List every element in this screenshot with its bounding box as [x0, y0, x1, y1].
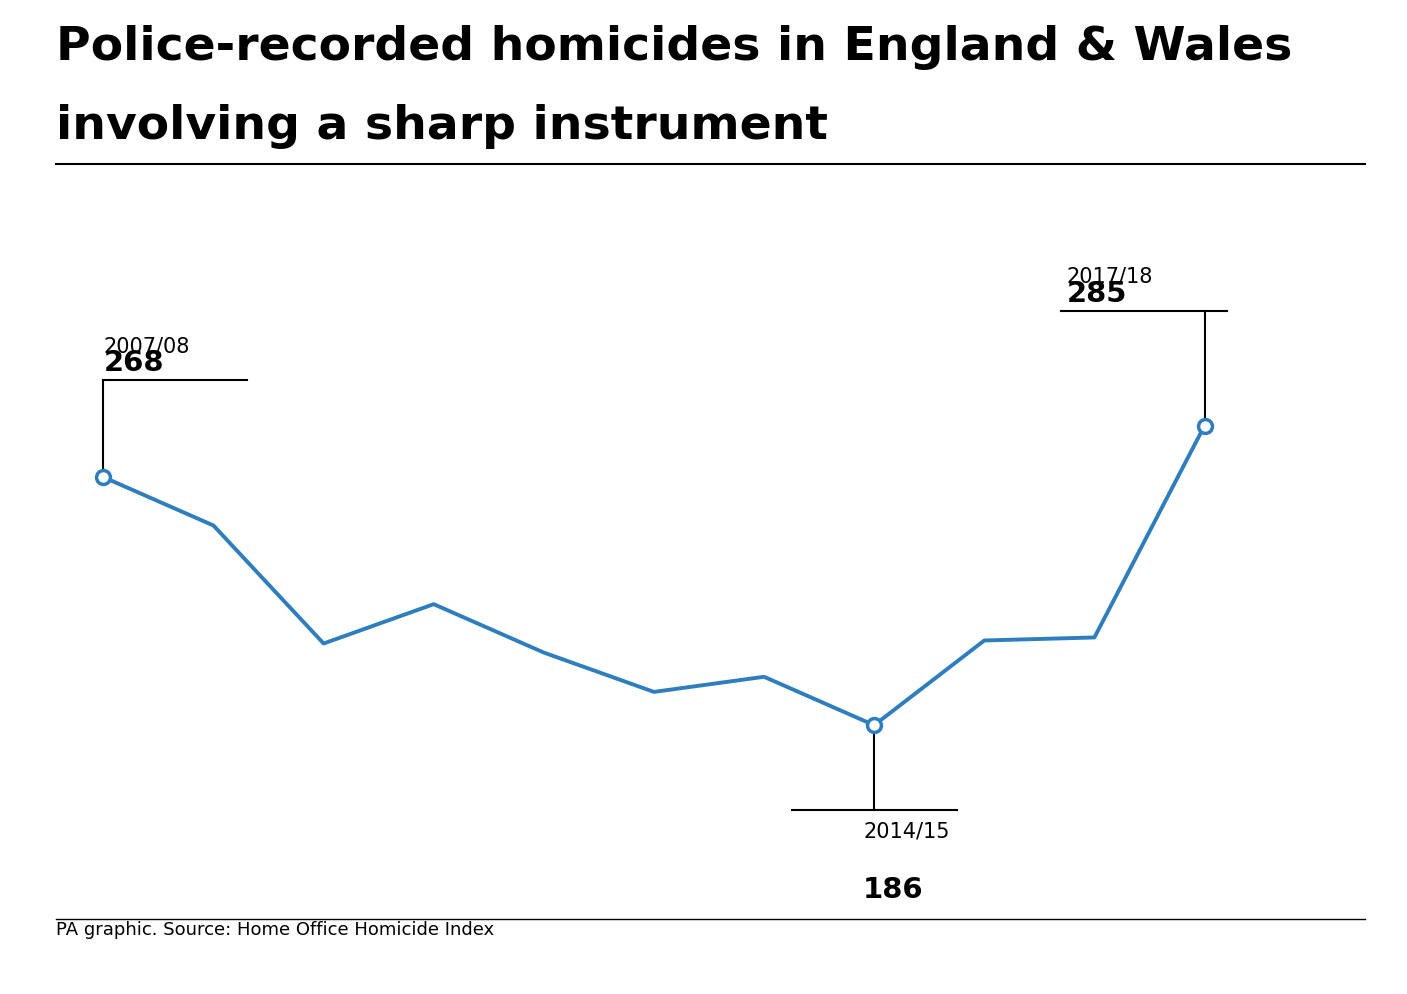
- Text: Police-recorded homicides in England & Wales: Police-recorded homicides in England & W…: [56, 25, 1293, 70]
- Text: 2007/08: 2007/08: [103, 336, 190, 356]
- Text: 186: 186: [862, 877, 924, 905]
- Text: involving a sharp instrument: involving a sharp instrument: [56, 104, 829, 149]
- Text: 285: 285: [1067, 279, 1127, 308]
- Text: 2017/18: 2017/18: [1067, 266, 1154, 286]
- Text: 2014/15: 2014/15: [862, 822, 950, 842]
- Text: 268: 268: [103, 349, 163, 378]
- Text: PA graphic. Source: Home Office Homicide Index: PA graphic. Source: Home Office Homicide…: [56, 921, 494, 939]
